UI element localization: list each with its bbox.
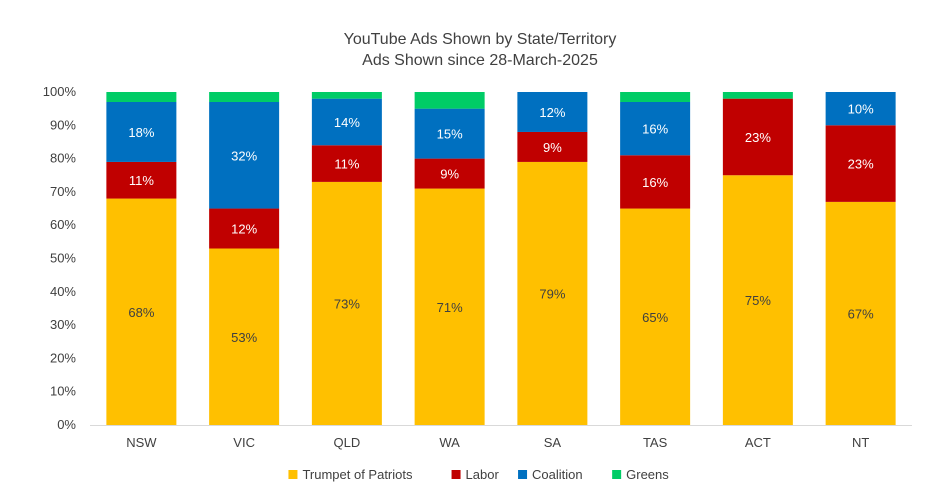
x-tick-label: ACT (745, 435, 771, 450)
y-tick-label: 80% (50, 151, 76, 166)
data-label: 65% (642, 310, 668, 325)
data-label: 9% (440, 167, 459, 182)
bar-segment (825, 92, 896, 126)
legend-swatch (518, 470, 528, 479)
y-tick-label: 10% (50, 384, 76, 399)
data-label: 15% (437, 127, 463, 142)
bar-segment (106, 101, 177, 162)
bar-segment (209, 208, 280, 249)
bar-segment (722, 92, 793, 99)
data-label: 9% (543, 140, 562, 155)
y-tick-label: 30% (50, 317, 76, 332)
bar-segment (517, 131, 588, 162)
bar-segment (311, 181, 382, 425)
bar-segment (414, 158, 485, 189)
bar-segment (825, 201, 896, 425)
bar-segment (209, 92, 280, 102)
y-axis: 0% 10% 20% 30% 40% 50% 60% 70% 80% 90% 100% (43, 84, 912, 432)
bar-segment (620, 155, 691, 209)
x-axis: NSW VIC QLD WA SA TAS ACT NT (126, 435, 869, 450)
x-tick-label: QLD (334, 435, 361, 450)
data-label: 11% (334, 157, 359, 172)
legend-label: Labor (466, 467, 500, 482)
data-label: 14% (334, 115, 360, 130)
data-label: 68% (128, 305, 154, 320)
bar-segment (414, 188, 485, 425)
bar-segment (517, 161, 588, 425)
bar-segment (209, 101, 280, 209)
y-tick-label: 60% (50, 217, 76, 232)
bar-segment (517, 92, 588, 132)
chart-subtitle: Ads Shown since 28-March-2025 (362, 52, 598, 69)
legend-label: Greens (626, 467, 669, 482)
data-label: 23% (745, 130, 771, 145)
bar-segment (722, 98, 793, 176)
data-label: 12% (539, 105, 565, 120)
data-label: 79% (539, 286, 565, 301)
chart-title: YouTube Ads Shown by State/Territory (344, 31, 617, 48)
legend-swatch (451, 470, 461, 479)
legend-item: Coalition (518, 467, 583, 482)
x-tick-label: NT (852, 435, 869, 450)
legend-label: Trumpet of Patriots (302, 467, 413, 482)
bar-segment (414, 92, 485, 109)
bars: 68% 11% 18% 53% 12% 32% 73% 11% 14% 71% 9% 15% 79% 9%… (106, 92, 896, 425)
data-label: 67% (848, 306, 874, 321)
x-tick-label: WA (439, 435, 460, 450)
bar-segment (825, 125, 896, 202)
bar-segment (106, 161, 177, 199)
data-label: 32% (231, 148, 257, 163)
data-label: 53% (231, 330, 257, 345)
data-label: 18% (128, 125, 154, 140)
data-label: 16% (642, 122, 668, 137)
data-label: 73% (334, 296, 360, 311)
x-tick-label: VIC (233, 435, 255, 450)
legend-swatch (288, 470, 298, 479)
legend-item: Labor (451, 467, 500, 482)
x-tick-label: NSW (126, 435, 157, 450)
x-tick-label: TAS (643, 435, 668, 450)
bar-segment (620, 92, 691, 102)
bar-segment (620, 208, 691, 425)
y-tick-label: 50% (50, 251, 76, 266)
bar-segment (311, 92, 382, 99)
bar-segment (106, 92, 177, 102)
y-tick-label: 70% (50, 184, 76, 199)
bar-segment (209, 248, 280, 425)
legend-item: Trumpet of Patriots (288, 467, 413, 482)
legend: Trumpet of Patriots Labor Coalition Greens (288, 467, 669, 482)
y-tick-label: 100% (43, 84, 77, 99)
bar-segment (414, 108, 485, 159)
data-label: 16% (642, 175, 668, 190)
y-tick-label: 0% (57, 417, 76, 432)
y-tick-label: 90% (50, 117, 76, 132)
legend-label: Coalition (532, 467, 583, 482)
bar-segment (620, 101, 691, 156)
legend-swatch (612, 470, 622, 479)
legend-item: Greens (612, 467, 669, 482)
y-tick-label: 40% (50, 284, 76, 299)
data-label: 12% (231, 222, 257, 237)
bar-segment (311, 145, 382, 182)
bar-segment (722, 175, 793, 425)
data-label: 11% (129, 173, 154, 188)
data-label: 10% (848, 102, 874, 117)
bar-segment (311, 98, 382, 146)
x-tick-label: SA (544, 435, 562, 450)
bar-segment (106, 198, 177, 425)
data-label: 23% (848, 157, 874, 172)
data-label: 71% (437, 300, 463, 315)
y-tick-label: 20% (50, 350, 76, 365)
data-label: 75% (745, 293, 771, 308)
